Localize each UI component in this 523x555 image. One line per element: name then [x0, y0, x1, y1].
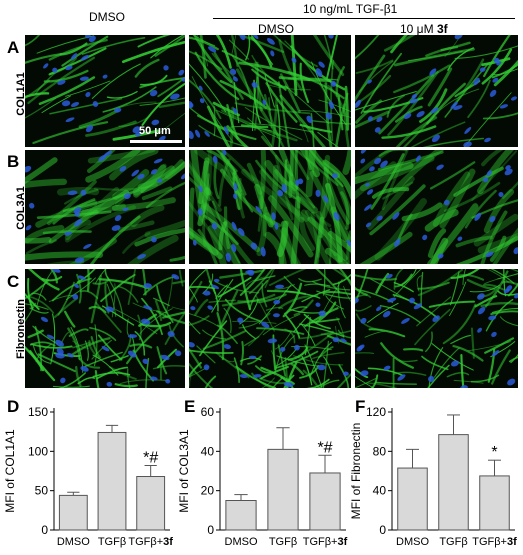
- micrograph-col3a1-dmso-image: [25, 150, 185, 264]
- chart-svg-d: 0 50 100 150 MFI of COL1A1 DMSO TGFβ *# TGFβ+3f: [3, 405, 173, 548]
- panel-letter-b: B: [7, 152, 20, 171]
- bar: [97, 431, 127, 531]
- y-tick-label: 120: [366, 405, 386, 419]
- header-treatment-line: [213, 18, 515, 19]
- bar: [136, 476, 166, 531]
- x-tick-label: DMSO: [396, 536, 429, 548]
- x-tick-label: TGFβ: [439, 536, 467, 548]
- y-tick-label: 0: [379, 523, 386, 537]
- micrograph-col3a1-tgf-dmso: [189, 150, 351, 264]
- y-axis-label: MFI of COL3A1: [177, 429, 191, 513]
- bar-chart-col1a1: 0 50 100 150 MFI of COL1A1 DMSO TGFβ *# TGFβ+3f: [0, 392, 180, 550]
- y-tick-label: 100: [28, 444, 48, 458]
- x-tick-label: TGFβ: [269, 536, 297, 548]
- chart-svg-e: 0 20 40 60 MFI of COL3A1 DMSO TGFβ *# TGFβ+3f: [177, 405, 348, 548]
- y-axis-label: MFI of COL1A1: [3, 429, 17, 513]
- y-tick-label: 50: [35, 484, 49, 498]
- bar: [267, 448, 299, 531]
- bar: [397, 467, 428, 531]
- y-tick-label: 40: [201, 444, 215, 458]
- x-tick-label: TGFβ+3f: [472, 536, 517, 548]
- micrograph-col3a1-tgf-dmso-image: [189, 150, 351, 264]
- x-tick-label: TGFβ: [98, 536, 126, 548]
- x-tick-label: TGFβ+3f: [303, 536, 348, 548]
- micrograph-fibronectin-tgf-dmso: [189, 269, 351, 388]
- micrograph-fibronectin-tgf-3f: [355, 269, 518, 388]
- panel-letter-f: F: [355, 397, 366, 416]
- y-axis-label: MFI of Fibronectin: [349, 423, 363, 520]
- y-tick-label: 0: [41, 523, 48, 537]
- bar: [438, 434, 469, 531]
- significance-marker: *#: [317, 439, 332, 456]
- bar: [58, 494, 88, 531]
- header-col1-dmso: DMSO: [89, 10, 125, 24]
- y-tick-label: 150: [28, 405, 48, 419]
- x-tick-label: DMSO: [57, 536, 90, 548]
- micrograph-col1a1-tgf-dmso-image: [189, 35, 351, 147]
- micrograph-fibronectin-dmso: [25, 269, 185, 388]
- y-tick-label: 20: [201, 484, 215, 498]
- micrograph-col3a1-tgf-3f-image: [355, 150, 518, 264]
- bar-chart-col3a1: 0 20 40 60 MFI of COL3A1 DMSO TGFβ *# TGFβ+3f: [177, 392, 353, 550]
- micrograph-fibronectin-dmso-image: [25, 269, 185, 388]
- micrograph-col1a1-dmso: [25, 35, 185, 147]
- y-tick-label: 0: [207, 523, 214, 537]
- bar: [225, 500, 257, 531]
- scale-bar: [130, 140, 182, 143]
- x-tick-label: TGFβ+3f: [128, 536, 173, 548]
- panel-letter-d: D: [7, 397, 20, 416]
- micrograph-col3a1-dmso: [25, 150, 185, 264]
- bar: [309, 472, 341, 531]
- micrograph-col3a1-tgf-3f: [355, 150, 518, 264]
- header-treatment: 10 ng/mL TGF-β1: [303, 2, 398, 16]
- micrograph-col1a1-tgf-3f: [355, 35, 518, 147]
- micrograph-fibronectin-tgf-dmso-image: [189, 269, 351, 388]
- panel-letter-a: A: [7, 38, 20, 57]
- panel-letter-c: C: [7, 272, 20, 291]
- bar-chart-fibronectin: 0 40 80 120 MFI of Fibronectin DMSO TGFβ * TGFβ+…: [349, 392, 523, 550]
- micrograph-col1a1-tgf-3f-image: [355, 35, 518, 147]
- scale-bar-label: 50 μm: [139, 125, 171, 137]
- bar: [479, 475, 510, 531]
- header-col3-compound: 10 μM 3f: [400, 22, 448, 36]
- header-col2-dmso: DMSO: [258, 22, 294, 36]
- micrograph-col1a1-dmso-image: [25, 35, 185, 145]
- significance-marker: *#: [143, 449, 158, 466]
- micrograph-fibronectin-tgf-3f-image: [355, 269, 518, 388]
- y-tick-label: 60: [201, 405, 215, 419]
- micrograph-col1a1-tgf-dmso: [189, 35, 351, 147]
- significance-marker: *: [491, 444, 497, 461]
- y-tick-label: 80: [373, 444, 387, 458]
- panel-letter-e: E: [184, 397, 196, 416]
- x-tick-label: DMSO: [225, 536, 258, 548]
- y-tick-label: 40: [373, 484, 387, 498]
